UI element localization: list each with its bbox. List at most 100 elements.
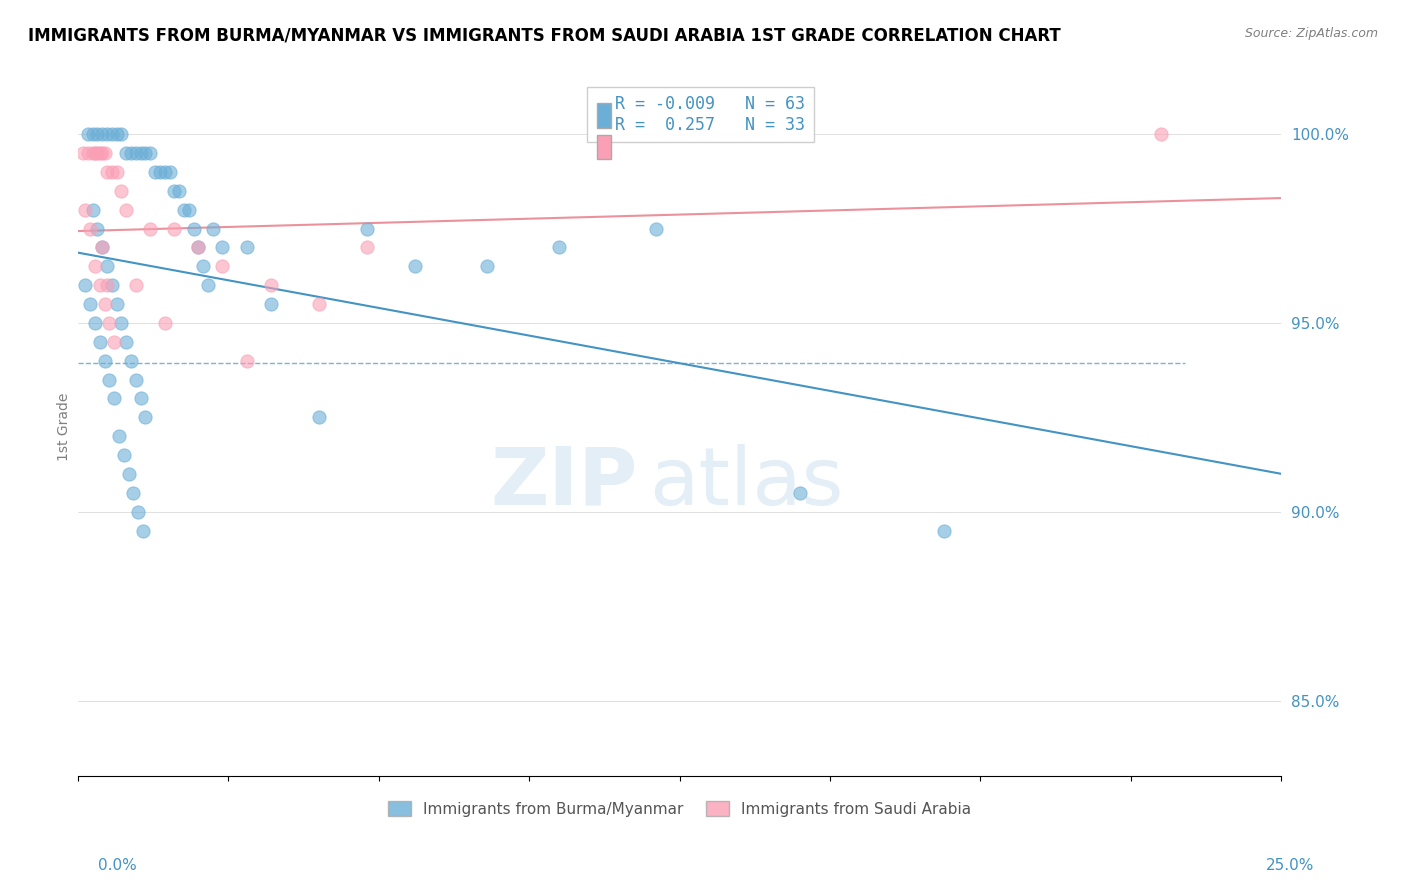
- Point: [193, 260, 215, 274]
- Point: [75, 202, 97, 217]
- Point: [122, 486, 145, 500]
- Point: [789, 486, 811, 500]
- Point: [96, 165, 118, 179]
- Y-axis label: 1st Grade: 1st Grade: [58, 392, 72, 461]
- Point: [103, 392, 125, 406]
- Point: [173, 202, 195, 217]
- Point: [89, 278, 111, 293]
- Point: [118, 467, 141, 481]
- Point: [84, 260, 107, 274]
- Point: [115, 146, 138, 161]
- Point: [101, 165, 124, 179]
- Point: [93, 297, 115, 311]
- Point: [187, 240, 209, 254]
- Point: [153, 316, 176, 330]
- Point: [96, 127, 118, 141]
- Point: [82, 146, 104, 161]
- FancyBboxPatch shape: [596, 103, 612, 128]
- Point: [235, 353, 257, 368]
- Point: [110, 127, 132, 141]
- Point: [211, 240, 233, 254]
- Text: 25.0%: 25.0%: [1267, 858, 1315, 872]
- Point: [91, 240, 114, 254]
- Point: [86, 221, 108, 235]
- Point: [259, 297, 281, 311]
- Point: [75, 278, 97, 293]
- Point: [112, 448, 135, 462]
- Point: [115, 202, 138, 217]
- Point: [149, 165, 172, 179]
- Point: [934, 524, 956, 538]
- FancyBboxPatch shape: [596, 135, 612, 159]
- Point: [125, 278, 148, 293]
- Point: [197, 278, 219, 293]
- Point: [356, 240, 378, 254]
- Text: ZIP: ZIP: [491, 443, 637, 522]
- Point: [139, 146, 162, 161]
- Point: [201, 221, 224, 235]
- Point: [91, 240, 114, 254]
- Point: [82, 202, 104, 217]
- Point: [105, 165, 128, 179]
- Point: [129, 146, 152, 161]
- Point: [644, 221, 666, 235]
- Point: [1150, 127, 1173, 141]
- Point: [120, 146, 142, 161]
- Point: [82, 127, 104, 141]
- Point: [404, 260, 426, 274]
- Point: [98, 373, 121, 387]
- Text: Source: ZipAtlas.com: Source: ZipAtlas.com: [1244, 27, 1378, 40]
- Point: [72, 146, 94, 161]
- Text: R = -0.009   N = 63
  R =  0.257   N = 33: R = -0.009 N = 63 R = 0.257 N = 33: [595, 95, 806, 134]
- Point: [108, 429, 131, 443]
- Point: [127, 505, 149, 519]
- Point: [129, 392, 152, 406]
- Point: [91, 146, 114, 161]
- Point: [125, 373, 148, 387]
- Point: [101, 278, 124, 293]
- Point: [153, 165, 176, 179]
- Point: [91, 127, 114, 141]
- Point: [159, 165, 181, 179]
- Point: [120, 353, 142, 368]
- Point: [115, 334, 138, 349]
- Point: [98, 316, 121, 330]
- Point: [163, 184, 186, 198]
- Text: 0.0%: 0.0%: [98, 858, 138, 872]
- Point: [76, 127, 98, 141]
- Point: [143, 165, 166, 179]
- Text: atlas: atlas: [650, 443, 844, 522]
- Point: [132, 524, 155, 538]
- Point: [308, 410, 330, 425]
- Point: [84, 316, 107, 330]
- Point: [89, 146, 111, 161]
- Point: [187, 240, 209, 254]
- Point: [475, 260, 498, 274]
- Point: [89, 334, 111, 349]
- Point: [183, 221, 205, 235]
- Point: [101, 127, 124, 141]
- Point: [134, 146, 156, 161]
- Point: [79, 221, 101, 235]
- Point: [86, 127, 108, 141]
- Point: [110, 184, 132, 198]
- Point: [79, 297, 101, 311]
- Point: [163, 221, 186, 235]
- Point: [105, 297, 128, 311]
- Point: [259, 278, 281, 293]
- Point: [139, 221, 162, 235]
- Point: [125, 146, 148, 161]
- Point: [96, 260, 118, 274]
- Point: [235, 240, 257, 254]
- Point: [103, 334, 125, 349]
- Point: [211, 260, 233, 274]
- Point: [76, 146, 98, 161]
- Point: [308, 297, 330, 311]
- Legend: Immigrants from Burma/Myanmar, Immigrants from Saudi Arabia: Immigrants from Burma/Myanmar, Immigrant…: [380, 793, 979, 824]
- Point: [93, 353, 115, 368]
- Point: [110, 316, 132, 330]
- Point: [96, 278, 118, 293]
- Text: IMMIGRANTS FROM BURMA/MYANMAR VS IMMIGRANTS FROM SAUDI ARABIA 1ST GRADE CORRELAT: IMMIGRANTS FROM BURMA/MYANMAR VS IMMIGRA…: [28, 27, 1062, 45]
- Point: [134, 410, 156, 425]
- Point: [105, 127, 128, 141]
